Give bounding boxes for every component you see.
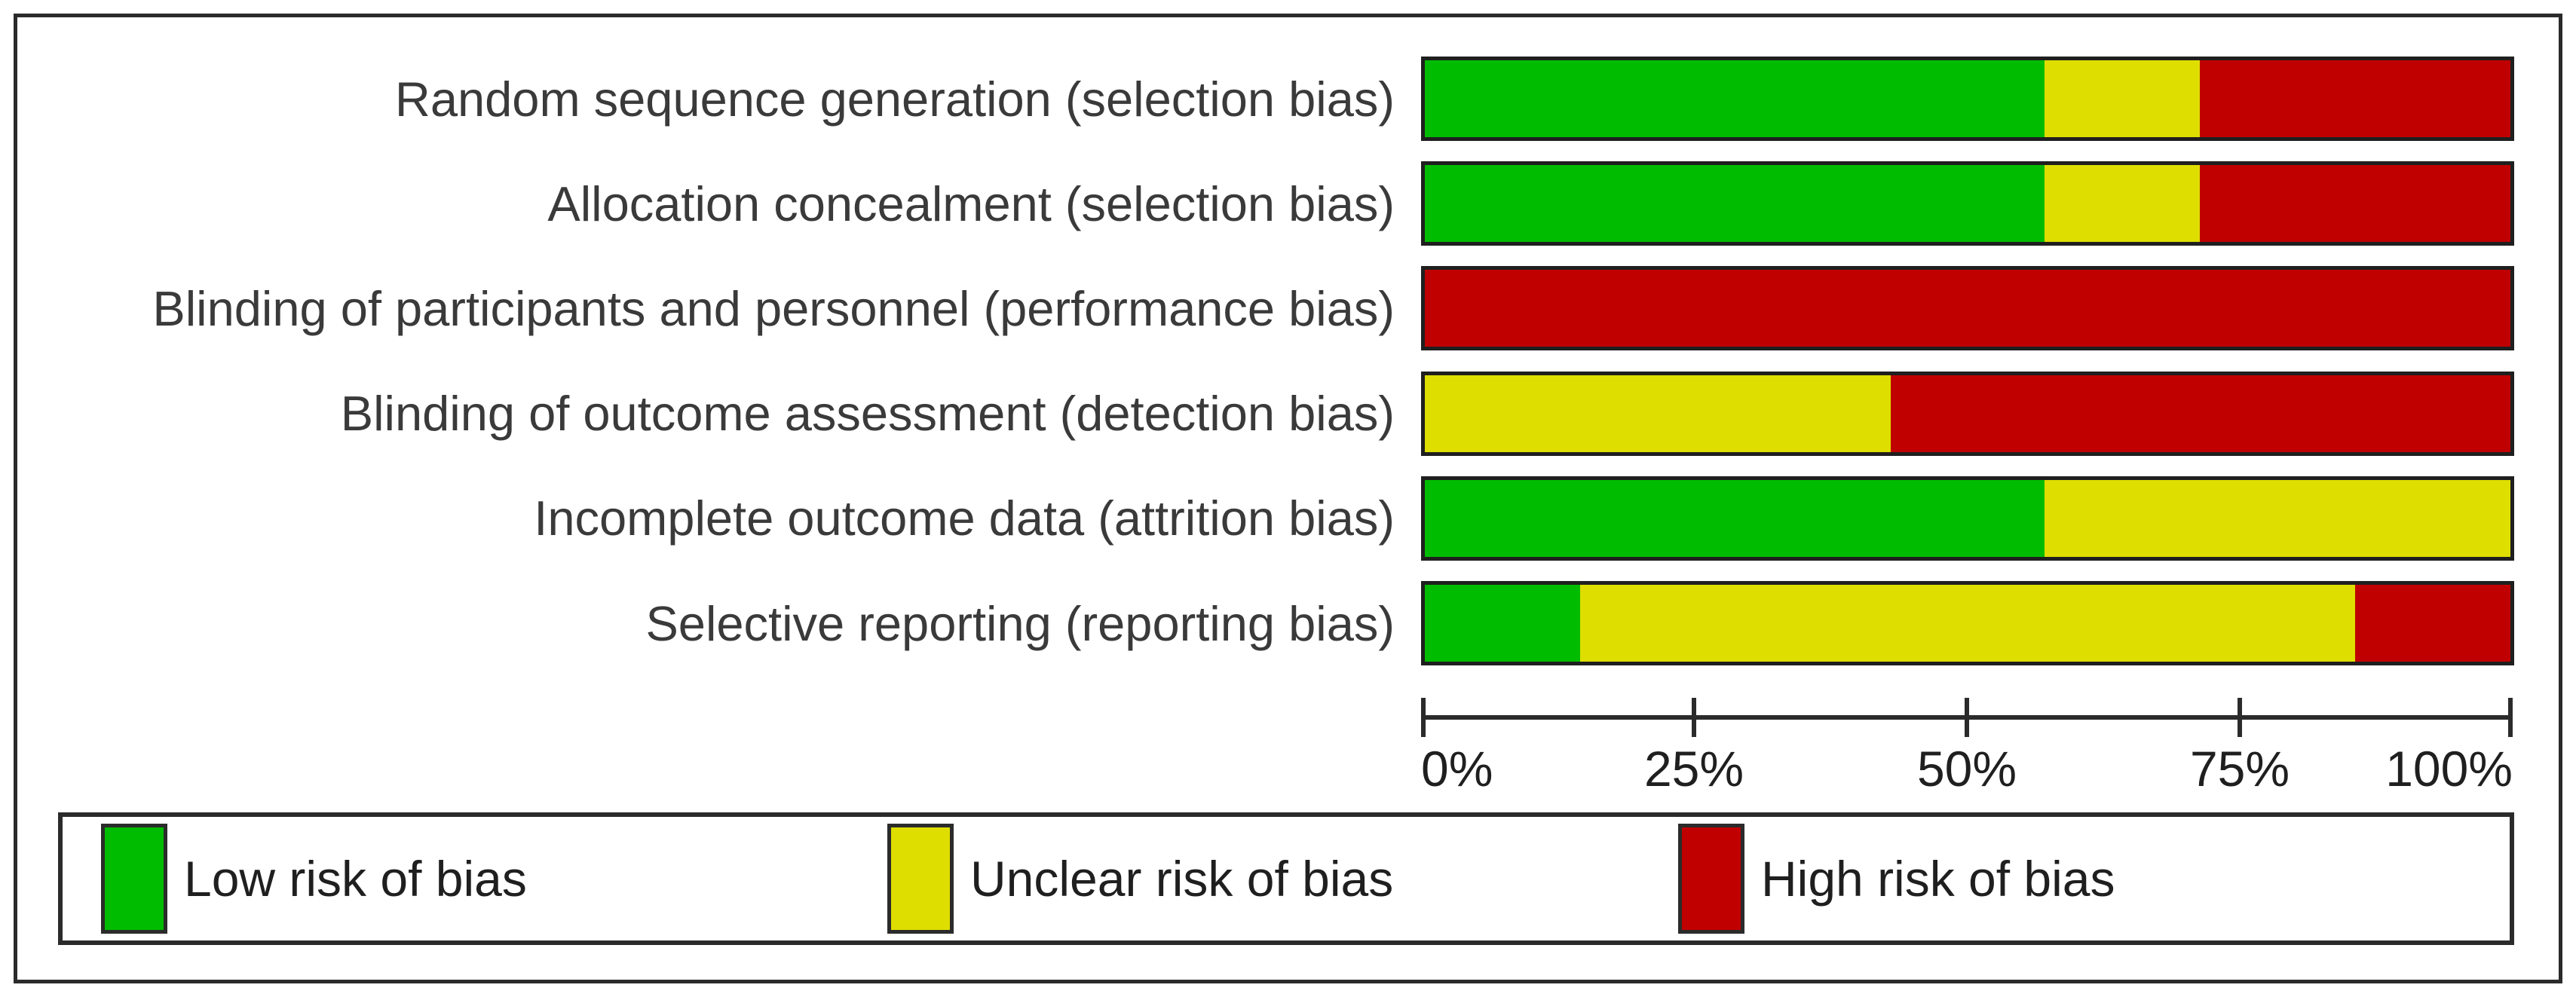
stacked-bar bbox=[1421, 371, 2514, 456]
category-label: Random sequence generation (selection bi… bbox=[394, 71, 1395, 127]
bar-segment-high bbox=[1890, 375, 2510, 452]
bar-segment-unclear bbox=[2045, 479, 2510, 557]
unclear-risk-swatch-icon bbox=[887, 824, 954, 934]
chart-row: Selective reporting (reporting bias) bbox=[0, 581, 2576, 665]
x-axis-tick-mark bbox=[1421, 698, 1426, 737]
x-axis-tick-mark bbox=[2238, 698, 2242, 737]
legend-item-high-risk: High risk of bias bbox=[1678, 817, 2115, 940]
high-risk-swatch-icon bbox=[1678, 824, 1744, 934]
stacked-bar bbox=[1421, 476, 2514, 561]
stacked-bar bbox=[1421, 581, 2514, 665]
chart-row: Blinding of outcome assessment (detectio… bbox=[0, 371, 2576, 456]
stacked-bar bbox=[1421, 57, 2514, 141]
stacked-bar bbox=[1421, 266, 2514, 351]
legend-label-low-risk: Low risk of bias bbox=[184, 851, 527, 907]
bar-segment-unclear bbox=[1425, 375, 1891, 452]
bar-segment-high bbox=[2355, 585, 2510, 662]
bar-segment-unclear bbox=[2045, 60, 2201, 137]
x-axis-tick-label: 0% bbox=[1421, 741, 1493, 797]
category-label: Incomplete outcome data (attrition bias) bbox=[534, 491, 1395, 546]
legend-item-low-risk: Low risk of bias bbox=[101, 817, 527, 940]
category-label: Allocation concealment (selection bias) bbox=[547, 176, 1395, 231]
x-axis-tick-mark bbox=[2508, 698, 2513, 737]
category-label: Blinding of outcome assessment (detectio… bbox=[340, 386, 1395, 442]
chart-row: Random sequence generation (selection bi… bbox=[0, 57, 2576, 141]
x-axis-tick-label: 25% bbox=[1643, 741, 1744, 797]
bar-segment-low bbox=[1425, 60, 2045, 137]
bar-segment-high bbox=[1425, 270, 2510, 347]
legend-item-unclear-risk: Unclear risk of bias bbox=[887, 817, 1393, 940]
stacked-bar bbox=[1421, 161, 2514, 246]
chart-row: Blinding of participants and personnel (… bbox=[0, 266, 2576, 351]
bar-segment-low bbox=[1425, 585, 1580, 662]
legend-label-high-risk: High risk of bias bbox=[1761, 851, 2115, 907]
bar-segment-high bbox=[2200, 165, 2510, 243]
legend: Low risk of bias Unclear risk of bias Hi… bbox=[58, 812, 2514, 945]
legend-label-unclear-risk: Unclear risk of bias bbox=[970, 851, 1394, 907]
chart-row: Allocation concealment (selection bias) bbox=[0, 161, 2576, 246]
x-axis-tick-mark bbox=[1692, 698, 1696, 737]
x-axis-tick-label: 75% bbox=[2189, 741, 2290, 797]
bar-segment-low bbox=[1425, 165, 2045, 243]
x-axis-tick-label: 100% bbox=[2385, 741, 2513, 797]
bar-segment-unclear bbox=[2045, 165, 2201, 243]
category-label: Selective reporting (reporting bias) bbox=[645, 595, 1395, 651]
chart-row: Incomplete outcome data (attrition bias) bbox=[0, 476, 2576, 561]
x-axis-tick-mark bbox=[1965, 698, 1969, 737]
x-axis-tick-label: 50% bbox=[1916, 741, 2017, 797]
low-risk-swatch-icon bbox=[101, 824, 167, 934]
bar-segment-low bbox=[1425, 479, 2045, 557]
category-label: Blinding of participants and personnel (… bbox=[152, 280, 1395, 336]
bar-segment-high bbox=[2200, 60, 2510, 137]
bar-segment-unclear bbox=[1579, 585, 2356, 662]
